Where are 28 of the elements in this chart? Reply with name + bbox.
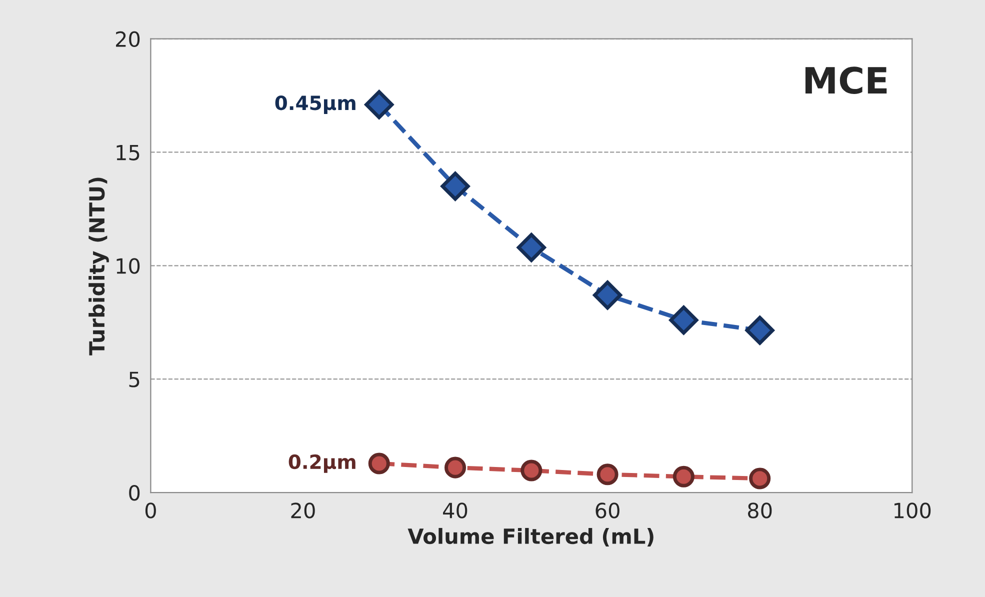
x-tick-label: 60: [596, 502, 620, 518]
point: [593, 280, 622, 310]
y-axis-title: Turbidity (NTU): [88, 178, 109, 356]
point: [444, 456, 466, 478]
point: [516, 233, 546, 262]
x-tick-label: 40: [443, 502, 468, 518]
y-tick-label: 20: [116, 31, 140, 48]
point: [368, 452, 390, 474]
point: [672, 466, 694, 488]
point: [440, 172, 470, 201]
series-label: 0.2µm: [288, 454, 356, 473]
series-label: 0.45µm: [275, 96, 356, 114]
point: [669, 306, 698, 335]
point: [749, 468, 771, 490]
x-tick-label: 20: [291, 502, 315, 518]
x-tick-label: 80: [748, 502, 772, 518]
y-tick-label: 5: [129, 372, 140, 388]
y-tick-label: 10: [116, 258, 140, 274]
point: [745, 316, 774, 345]
y-tick-label: 15: [116, 144, 140, 160]
x-tick-label: 100: [894, 502, 931, 518]
point: [520, 460, 542, 482]
point: [596, 464, 618, 486]
point: [364, 90, 394, 120]
y-tick-label: 0: [129, 484, 140, 501]
x-axis-title: Volume Filtered (mL): [408, 528, 654, 547]
x-tick-label: 0: [145, 502, 156, 518]
text: MCE: [805, 66, 887, 94]
